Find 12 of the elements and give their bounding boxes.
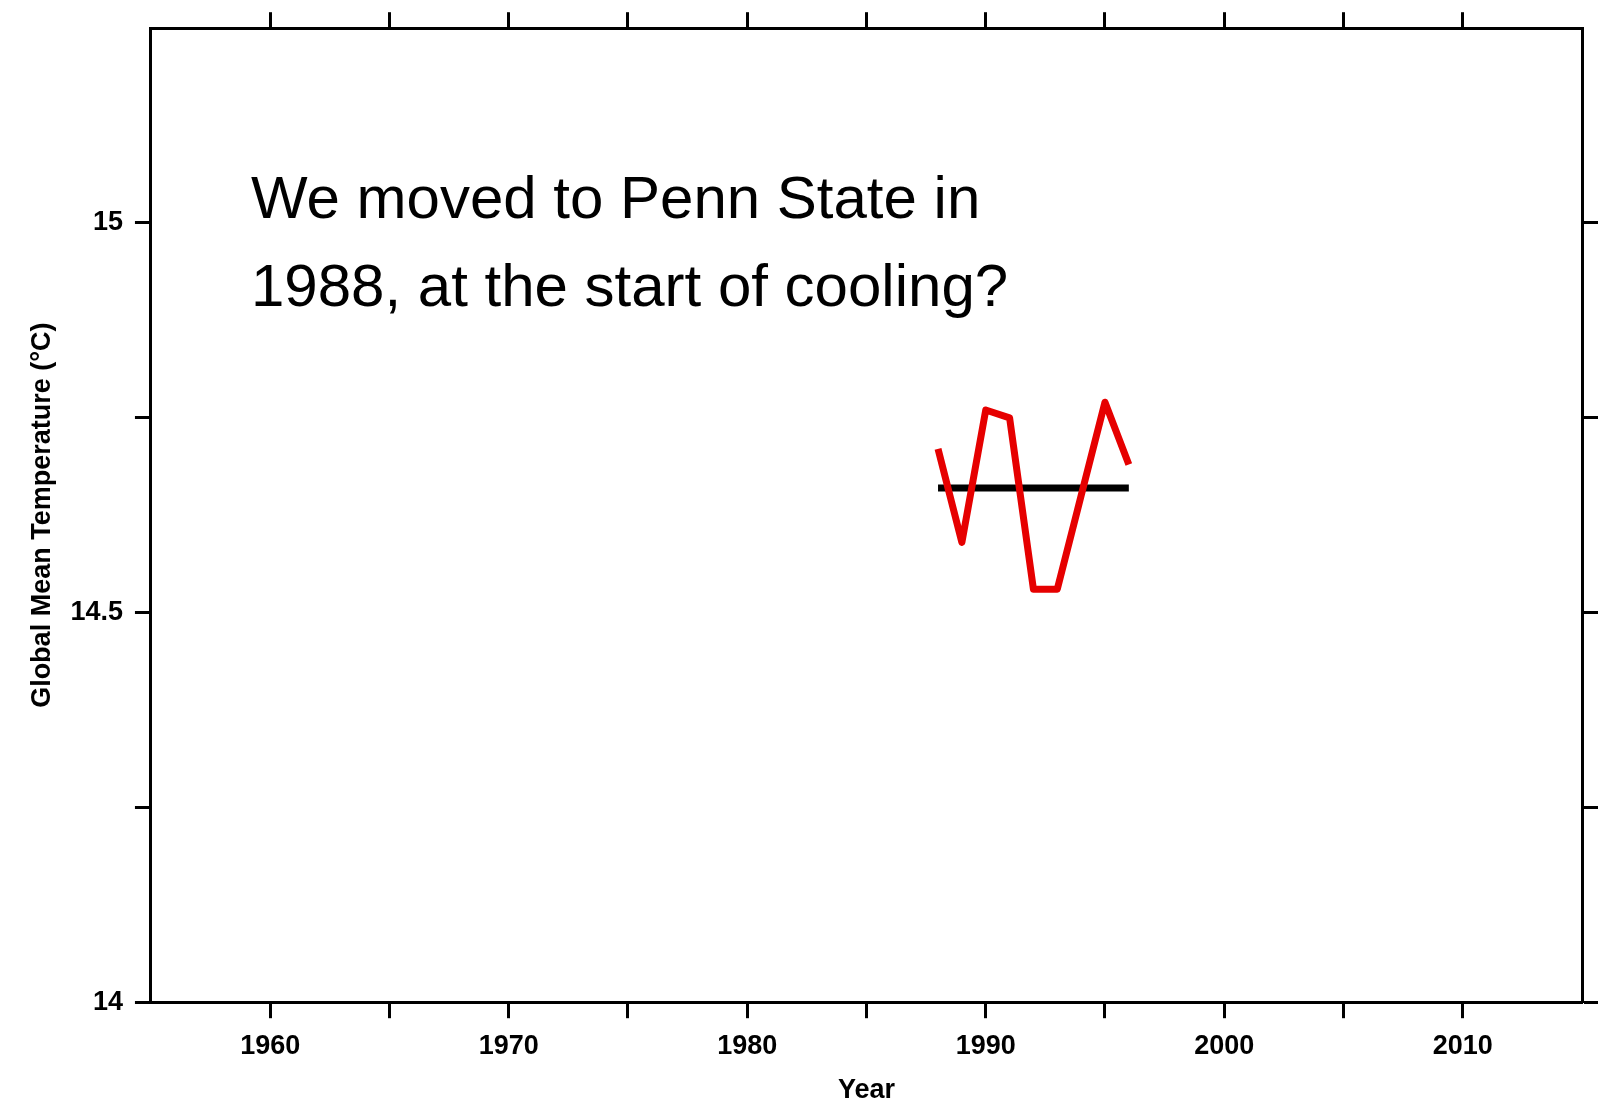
x-tick-label: 1980 [717,1029,778,1060]
y-tick-label: 14 [92,985,123,1016]
y-axis-title: Global Mean Temperature (°C) [25,322,56,708]
x-tick-label: 2000 [1194,1029,1255,1060]
x-axis-title: Year [837,1074,896,1105]
y-tick-label: 15 [92,206,123,237]
x-tick-label: 2010 [1432,1029,1493,1060]
x-tick-label: 1960 [240,1029,301,1060]
y-tick-label: 14.5 [70,596,123,627]
x-tick-label: 1970 [478,1029,539,1060]
annotation: We moved to Penn State in 1988, at the start of cooling? [250,164,1009,320]
x-tick-label: 1990 [955,1029,1016,1060]
